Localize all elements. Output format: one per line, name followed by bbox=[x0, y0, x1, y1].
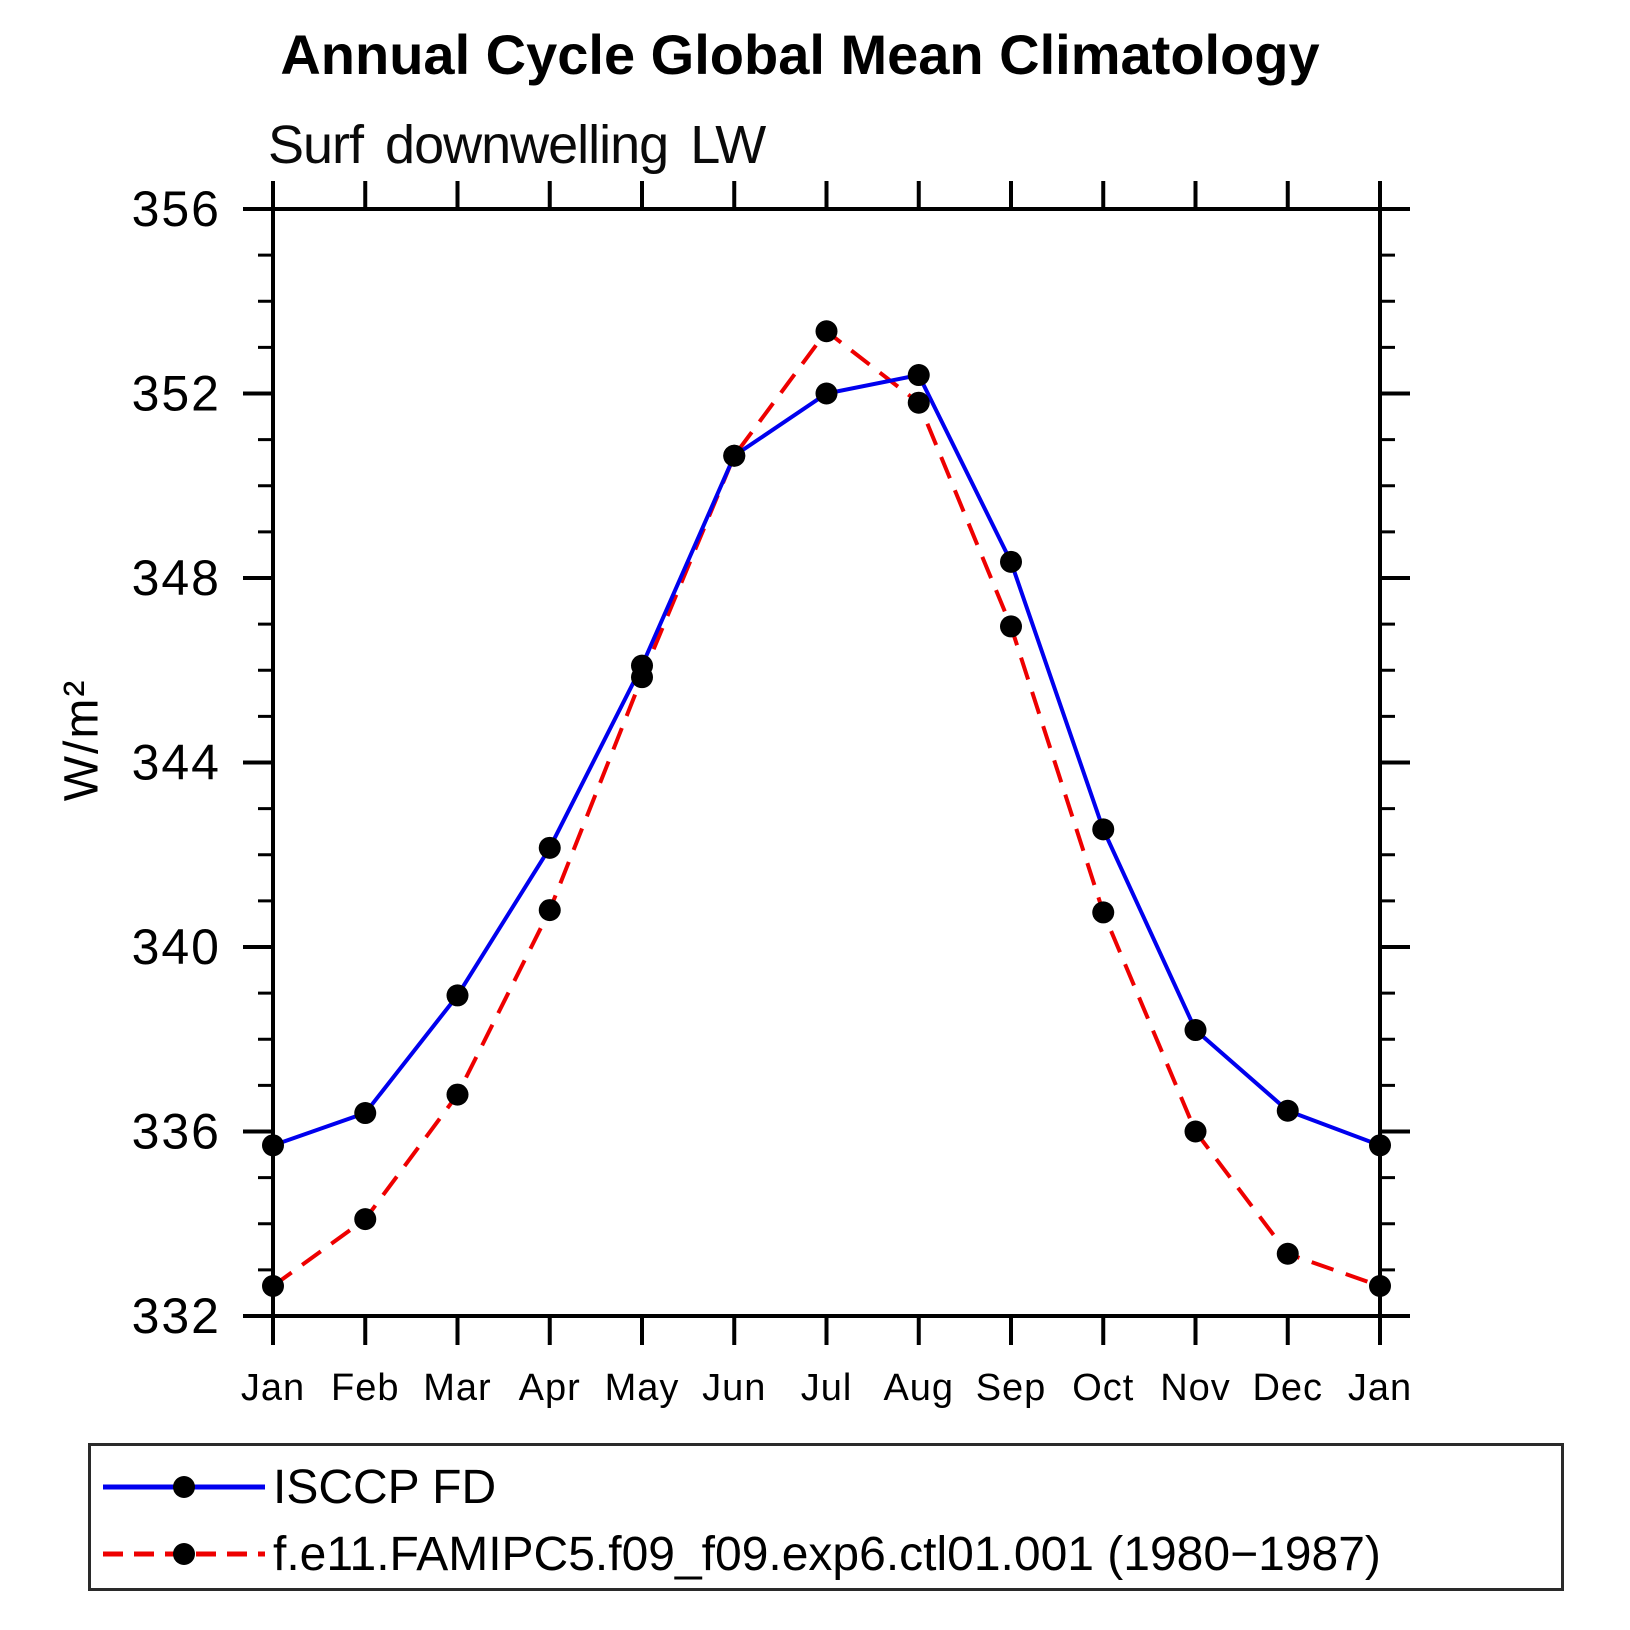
series-line-1 bbox=[271, 328, 1381, 1288]
x-tick-label: Nov bbox=[1160, 1367, 1231, 1409]
data-point-0 bbox=[1369, 1134, 1391, 1157]
legend: ISCCP FD f.e11.FAMIPC5.f09_f09.exp6.ctl0… bbox=[88, 1443, 1564, 1591]
legend-label: f.e11.FAMIPC5.f09_f09.exp6.ctl01.001 (19… bbox=[273, 1527, 1381, 1581]
data-point-1 bbox=[631, 666, 653, 689]
data-point-0 bbox=[262, 1134, 284, 1157]
data-point-1 bbox=[262, 1275, 284, 1298]
y-tick-label: 332 bbox=[132, 1288, 221, 1344]
data-point-0 bbox=[354, 1102, 377, 1125]
data-point-1 bbox=[538, 899, 561, 922]
data-point-1 bbox=[1184, 1120, 1207, 1143]
data-point-0 bbox=[1000, 550, 1022, 573]
x-tick-label: Aug bbox=[883, 1367, 954, 1409]
x-tick-label: May bbox=[605, 1367, 680, 1409]
data-point-0 bbox=[815, 382, 838, 405]
data-point-1 bbox=[907, 391, 930, 414]
data-point-1 bbox=[446, 1083, 469, 1106]
x-tick-label: Jul bbox=[801, 1367, 853, 1409]
data-point-0 bbox=[446, 984, 469, 1007]
data-point-1 bbox=[815, 320, 838, 343]
data-point-1 bbox=[1092, 901, 1115, 924]
x-tick-label: Jan bbox=[1348, 1367, 1412, 1409]
plot-frame bbox=[271, 207, 1382, 1318]
legend-entry-isccp: ISCCP FD bbox=[97, 1455, 496, 1519]
data-point-0 bbox=[1276, 1099, 1299, 1122]
legend-label: ISCCP FD bbox=[273, 1460, 497, 1514]
x-tick-label: Mar bbox=[423, 1367, 491, 1409]
data-point-1 bbox=[354, 1208, 377, 1231]
legend-marker-dot bbox=[173, 1476, 195, 1498]
legend-swatch-solid bbox=[103, 1476, 265, 1498]
data-point-1 bbox=[1276, 1242, 1299, 1265]
y-tick-label: 356 bbox=[132, 181, 221, 237]
data-point-1 bbox=[1000, 615, 1022, 638]
y-tick-label: 336 bbox=[132, 1104, 221, 1160]
data-point-1 bbox=[723, 444, 746, 467]
x-tick-label: Jan bbox=[241, 1367, 305, 1409]
x-tick-label: Apr bbox=[519, 1367, 581, 1409]
data-point-1 bbox=[1369, 1275, 1391, 1298]
x-tick-label: Dec bbox=[1252, 1367, 1323, 1409]
x-tick-label: Feb bbox=[331, 1367, 399, 1409]
chart-subtitle: Surf downwelling LW bbox=[268, 115, 766, 175]
legend-marker-dot bbox=[173, 1543, 195, 1565]
data-point-0 bbox=[907, 364, 930, 387]
x-tick-label: Jun bbox=[702, 1367, 766, 1409]
x-tick-label: Sep bbox=[976, 1367, 1047, 1409]
x-tick-label: Oct bbox=[1072, 1367, 1134, 1409]
y-tick-label: 340 bbox=[132, 919, 221, 975]
chart-title: Annual Cycle Global Mean Climatology bbox=[280, 23, 1320, 86]
legend-entry-model: f.e11.FAMIPC5.f09_f09.exp6.ctl01.001 (19… bbox=[97, 1522, 1381, 1586]
legend-swatch-dashed bbox=[103, 1543, 265, 1565]
y-tick-label: 352 bbox=[132, 366, 221, 422]
y-tick-label: 348 bbox=[132, 550, 221, 606]
y-tick-label: 344 bbox=[132, 735, 221, 791]
series-line-0 bbox=[272, 372, 1381, 1148]
data-point-0 bbox=[538, 836, 561, 859]
data-point-0 bbox=[1184, 1019, 1207, 1042]
data-point-0 bbox=[1092, 818, 1115, 841]
